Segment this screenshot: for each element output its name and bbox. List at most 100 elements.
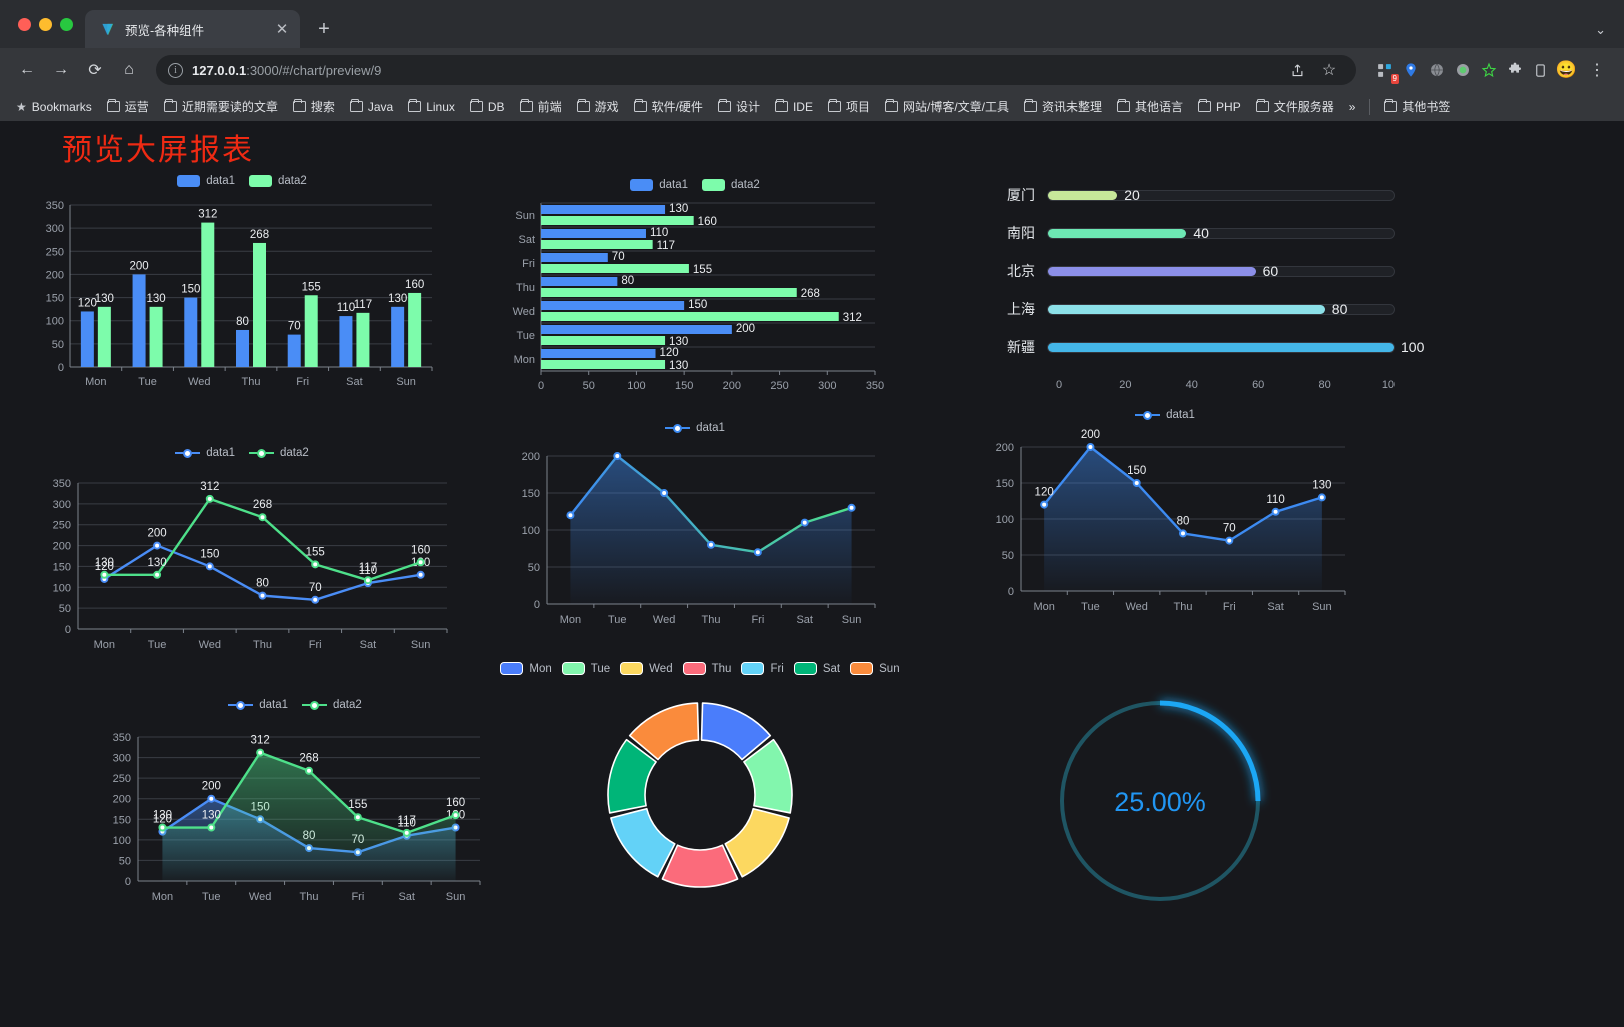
chart-text: Tue [608, 614, 627, 626]
site-info-icon[interactable]: i [168, 62, 183, 78]
legend-item-data1[interactable]: data1 [665, 422, 725, 434]
legend-item-sun[interactable]: Sun [850, 662, 900, 675]
data-point [451, 811, 460, 820]
window-controls[interactable] [10, 0, 85, 48]
progress-row: 上海 80 [995, 290, 1395, 328]
bookmark-folder[interactable]: 搜索 [287, 95, 341, 118]
back-icon[interactable]: ← [19, 61, 35, 78]
star-outline-extension-icon[interactable] [1478, 60, 1499, 81]
legend-item-data2[interactable]: data2 [249, 175, 307, 187]
chart-text: 200 [147, 528, 166, 540]
legend-item-data1[interactable]: data1 [175, 447, 235, 459]
legend-item-wed[interactable]: Wed [620, 662, 673, 675]
bookmark-folder[interactable]: 项目 [822, 95, 876, 118]
data-point [256, 748, 265, 757]
bookmark-folder[interactable]: 文件服务器 [1250, 95, 1340, 118]
pie-slice[interactable] [628, 702, 700, 761]
legend-item-data1[interactable]: data1 [1135, 409, 1195, 421]
chart-text: 70 [1223, 523, 1236, 535]
bookmark-label: Bookmarks [31, 99, 92, 114]
circle-green-extension-icon[interactable] [1452, 60, 1473, 81]
bookmark-folder[interactable]: DB [464, 97, 511, 117]
bookmark-folder[interactable]: 游戏 [571, 95, 625, 118]
share-icon[interactable] [1282, 55, 1312, 85]
chart-text: 110 [1266, 494, 1284, 506]
tab-strip: 预览-各种组件 ✕ + ⌄ [0, 0, 1624, 48]
avatar[interactable]: 😀 [1555, 60, 1578, 79]
bar [541, 301, 685, 310]
legend-item-data2[interactable]: data2 [302, 699, 362, 711]
chart-text: 200 [129, 260, 148, 272]
bar [541, 325, 732, 334]
new-tab-button[interactable]: + [318, 17, 330, 40]
pie-slice[interactable] [724, 807, 790, 878]
bookmark-folder[interactable]: 其他语言 [1111, 95, 1189, 118]
bookmark-folder[interactable]: IDE [769, 97, 819, 117]
navigation-toolbar: ← → ⟳ ⌂ i 127.0.0.1:3000/#/chart/preview… [0, 48, 1624, 92]
bookmark-folder[interactable]: 软件/硬件 [628, 95, 709, 118]
legend-item-data1[interactable]: data1 [177, 175, 235, 187]
legend-item-data1[interactable]: data1 [228, 699, 288, 711]
bookmark-folder[interactable]: 近期需要读的文章 [158, 95, 284, 118]
bookmark-folder[interactable]: 前端 [514, 95, 568, 118]
forward-icon[interactable]: → [53, 61, 69, 78]
home-icon[interactable]: ⌂ [124, 61, 134, 78]
chart-text: 300 [818, 380, 836, 392]
bar [304, 295, 318, 367]
bookmarks-manager-item[interactable]: ★ Bookmarks [10, 97, 98, 117]
folder-icon [292, 98, 306, 112]
bookmark-folder[interactable]: Java [344, 97, 399, 117]
data-point [207, 794, 216, 803]
maximize-window-button[interactable] [60, 17, 73, 31]
reading-list-icon[interactable] [1530, 60, 1551, 81]
pie-slice[interactable] [607, 738, 657, 814]
bookmark-folder[interactable]: PHP [1192, 97, 1247, 117]
bar [541, 336, 666, 345]
chart-text: 120 [78, 297, 97, 309]
chart-text: 155 [306, 546, 325, 558]
chart-text: 200 [46, 269, 64, 281]
browser-menu-icon[interactable]: ⋮ [1589, 62, 1605, 79]
globe-extension-icon[interactable] [1426, 60, 1447, 81]
bookmark-folder[interactable]: Linux [402, 97, 461, 117]
address-bar[interactable]: i 127.0.0.1:3000/#/chart/preview/9 ☆ [156, 55, 1356, 85]
progress-track: 20 [1047, 187, 1395, 203]
folder-icon [1198, 98, 1212, 112]
folder-icon [1024, 98, 1037, 112]
chart-text: 110 [359, 565, 377, 577]
legend-label: Sat [822, 662, 841, 675]
chevron-down-icon[interactable]: ⌄ [1595, 22, 1606, 37]
pie-slice[interactable] [610, 807, 676, 878]
puzzle-extensions-icon[interactable] [1504, 60, 1525, 81]
chart-text: 130 [153, 810, 172, 822]
legend-item-mon[interactable]: Mon [500, 662, 552, 675]
other-bookmarks-folder[interactable]: 其他书签 [1378, 95, 1456, 118]
pie-slice[interactable] [700, 702, 772, 761]
sidebar-extension-icon[interactable]: 9 [1374, 60, 1399, 84]
legend-item-thu[interactable]: Thu [682, 662, 731, 675]
bookmarks-overflow-button[interactable]: » [1348, 99, 1356, 114]
bookmark-folder[interactable]: 资讯未整理 [1018, 95, 1108, 118]
data-point [258, 591, 267, 600]
bar [541, 360, 666, 369]
bookmark-folder[interactable]: 设计 [712, 95, 766, 118]
legend-item-data2[interactable]: data2 [249, 447, 309, 459]
pie-slice[interactable] [743, 738, 793, 814]
pie-slice[interactable] [661, 844, 739, 888]
bookmark-folder[interactable]: 运营 [101, 95, 155, 118]
horizontal-bar-chart: data1 data2 0 50 100 150 200 250 300 350 Sun 130 1… [495, 171, 895, 421]
bookmark-folder[interactable]: 网站/博客/文章/工具 [879, 95, 1015, 118]
legend-item-sat[interactable]: Sat [793, 662, 841, 675]
legend-item-tue[interactable]: Tue [561, 662, 610, 675]
legend-item-data2[interactable]: data2 [702, 179, 760, 191]
close-tab-button[interactable]: ✕ [275, 21, 289, 38]
legend-item-fri[interactable]: Fri [741, 662, 784, 675]
browser-tab[interactable]: 预览-各种组件 ✕ [85, 10, 300, 48]
chart-text: 250 [53, 520, 71, 532]
location-pin-extension-icon[interactable] [1400, 60, 1421, 81]
reload-icon[interactable]: ⟳ [88, 62, 102, 79]
minimize-window-button[interactable] [39, 17, 52, 31]
close-window-button[interactable] [18, 17, 31, 31]
bookmark-star-icon[interactable]: ☆ [1321, 62, 1337, 79]
legend-item-data1[interactable]: data1 [630, 179, 688, 191]
